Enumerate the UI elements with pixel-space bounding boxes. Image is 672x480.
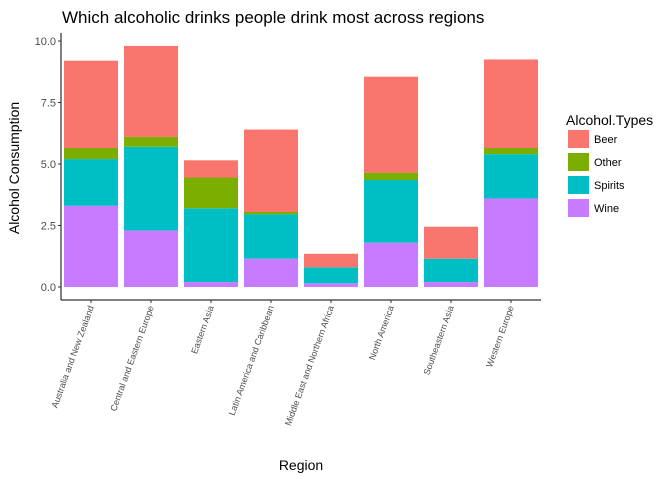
legend-swatch-other — [568, 153, 589, 171]
bar-north-america-spirits — [364, 179, 418, 243]
bar-latin-america-and-caribbean-spirits — [244, 214, 298, 259]
bar-southeastern-asia-wine — [424, 282, 478, 287]
bar-western-europe-other — [484, 148, 538, 155]
bar-central-and-eastern-europe-wine — [124, 230, 178, 287]
y-tick-label: 2.5 — [41, 221, 56, 233]
x-tick-label-north-america: North America — [367, 304, 396, 361]
bar-southeastern-asia-beer — [424, 226, 478, 259]
x-tick-label-middle-east-and-northern-africa: Middle East and Northern Africa — [283, 304, 336, 427]
bar-western-europe-beer — [484, 59, 538, 149]
bar-latin-america-and-caribbean-wine — [244, 258, 298, 287]
bar-central-and-eastern-europe-other — [124, 136, 178, 147]
bar-australia-and-new-zealand-spirits — [64, 159, 118, 206]
legend-swatch-wine — [568, 199, 589, 217]
y-tick-label: 7.5 — [41, 98, 56, 110]
x-tick-label-latin-america-and-caribbean: Latin America and Caribbean — [227, 304, 276, 416]
y-tick-label: 0.0 — [41, 282, 56, 294]
bar-central-and-eastern-europe-beer — [124, 45, 178, 137]
bar-latin-america-and-caribbean-other — [244, 211, 298, 215]
bar-eastern-asia-beer — [184, 160, 238, 178]
plot-area — [64, 45, 538, 287]
bar-eastern-asia-spirits — [184, 208, 238, 283]
legend: Alcohol.Types Beer Other Spirits Wine — [566, 112, 653, 217]
y-tick-label: 10.0 — [35, 36, 56, 48]
x-axis: Australia and New Zealand Central and Eas… — [50, 299, 541, 427]
legend-label-spirits: Spirits — [594, 180, 625, 192]
bar-australia-and-new-zealand-wine — [64, 205, 118, 287]
y-tick-label: 5.0 — [41, 159, 56, 171]
bar-central-and-eastern-europe-spirits — [124, 146, 178, 231]
bar-eastern-asia-wine — [184, 282, 238, 287]
bar-north-america-beer — [364, 76, 418, 173]
x-tick-label-eastern-asia: Eastern Asia — [189, 304, 216, 355]
chart-title: Which alcoholic drinks people drink most… — [62, 8, 484, 27]
bar-southeastern-asia-spirits — [424, 258, 478, 283]
bar-australia-and-new-zealand-beer — [64, 60, 118, 149]
bar-middle-east-and-northern-africa-wine — [304, 283, 358, 287]
bar-eastern-asia-other — [184, 177, 238, 209]
bar-western-europe-wine — [484, 198, 538, 287]
legend-swatch-spirits — [568, 176, 589, 194]
bar-latin-america-and-caribbean-beer — [244, 129, 298, 212]
legend-label-wine: Wine — [594, 203, 619, 215]
bar-middle-east-and-northern-africa-spirits — [304, 267, 358, 284]
x-tick-label-southeastern-asia: Southeastern Asia — [421, 304, 455, 376]
bar-australia-and-new-zealand-other — [64, 148, 118, 160]
bar-middle-east-and-northern-africa-beer — [304, 253, 358, 268]
legend-label-beer: Beer — [594, 134, 618, 146]
y-axis-title: Alcohol Consumption — [6, 102, 22, 234]
x-axis-title: Region — [279, 457, 323, 473]
x-tick-label-central-and-eastern-europe: Central and Eastern Europe — [108, 304, 156, 412]
x-tick-label-western-europe: Western Europe — [484, 304, 516, 368]
bar-north-america-wine — [364, 242, 418, 287]
bar-north-america-other — [364, 172, 418, 180]
y-axis: 0.0 2.5 5.0 7.5 10.0 — [35, 33, 62, 300]
legend-title: Alcohol.Types — [566, 112, 653, 128]
bar-western-europe-spirits — [484, 154, 538, 199]
legend-label-other: Other — [594, 157, 622, 169]
x-tick-label-australia-and-new-zealand: Australia and New Zealand — [50, 304, 96, 409]
legend-swatch-beer — [568, 130, 589, 148]
